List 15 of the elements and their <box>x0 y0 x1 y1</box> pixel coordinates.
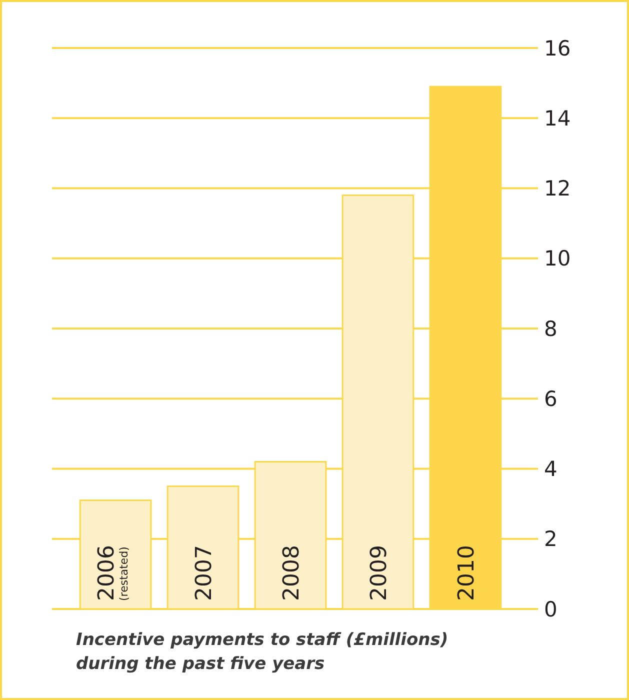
x-tick-label: 2006 (restated) <box>94 545 131 601</box>
y-tick-label: 16 <box>544 36 571 60</box>
x-tick-label: 2009 <box>366 545 392 601</box>
x-tick-label: 2007 <box>192 545 218 601</box>
y-tick-label: 10 <box>544 246 571 271</box>
x-tick-label: 2010 <box>454 545 480 601</box>
y-tick-label: 4 <box>544 457 558 482</box>
x-tick-label: 2008 <box>280 545 304 601</box>
y-tick-label: 12 <box>544 176 571 201</box>
y-tick-label: 6 <box>544 386 558 411</box>
text: Incentive payments to staff (£millions) during the past five years <box>76 630 448 674</box>
y-tick-label: 14 <box>544 106 571 130</box>
y-tick-label: 2 <box>544 527 558 552</box>
y-tick-label: 8 <box>544 316 558 341</box>
y-tick-label: 0 <box>544 597 558 622</box>
